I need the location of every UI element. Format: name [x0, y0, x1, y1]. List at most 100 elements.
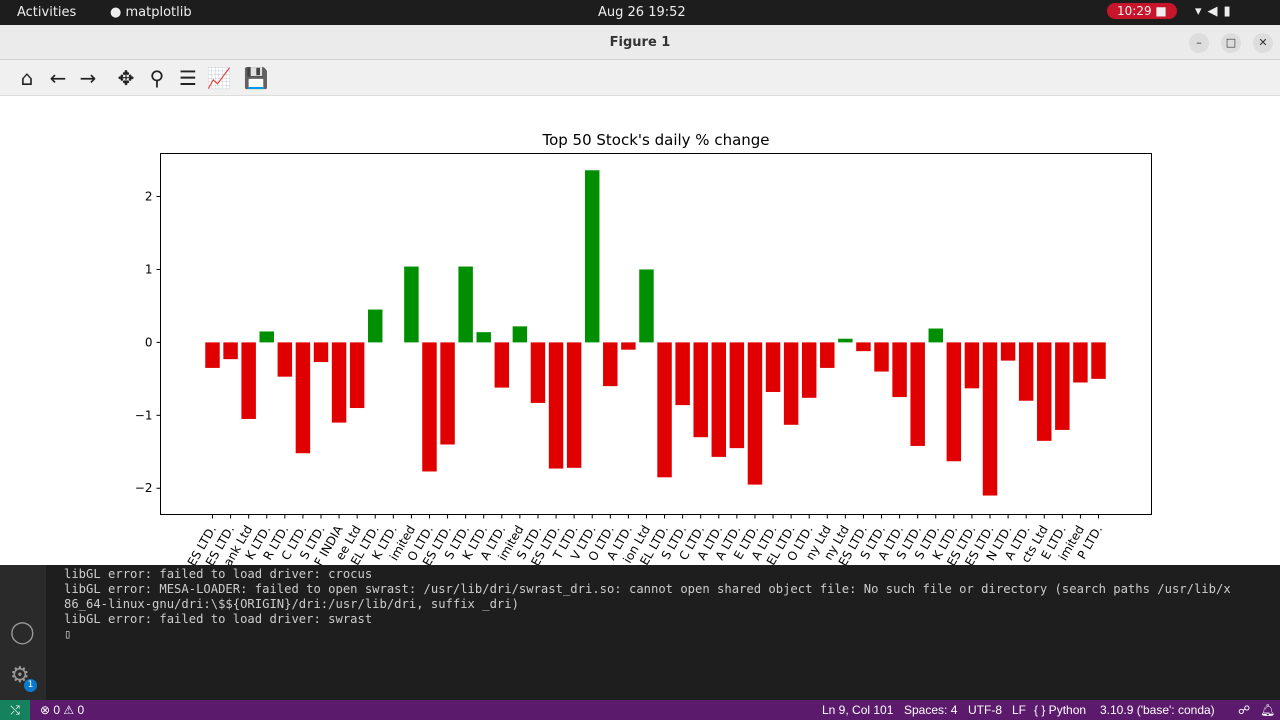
- bar: [1073, 342, 1088, 383]
- bar: [910, 342, 925, 446]
- y-tick-label: 1: [145, 262, 153, 276]
- bar: [1037, 342, 1052, 441]
- bar: [422, 342, 437, 472]
- remote-icon[interactable]: ⤭: [0, 700, 30, 720]
- zoom-icon[interactable]: ⚲: [149, 66, 165, 90]
- bar: [548, 342, 564, 469]
- notification-badge: 1: [24, 679, 37, 692]
- minimize-button[interactable]: –: [1189, 33, 1209, 53]
- bar: [566, 342, 582, 468]
- save-icon[interactable]: 💾: [243, 66, 269, 90]
- bar: [205, 342, 220, 368]
- clock[interactable]: Aug 26 19:52: [598, 5, 686, 20]
- bar: [711, 342, 727, 457]
- y-tick-label: −1: [135, 408, 153, 422]
- indentation[interactable]: Spaces: 4: [904, 703, 958, 717]
- bar: [1091, 342, 1106, 379]
- bar: [675, 342, 690, 406]
- app-name: matplotlib: [125, 5, 192, 20]
- terminal-panel[interactable]: ◯ ⚙ 1 libGL error: failed to load driver…: [0, 565, 1280, 700]
- bar: [494, 342, 510, 388]
- bar: [512, 326, 528, 343]
- feedback-icon[interactable]: ☍: [1238, 703, 1251, 717]
- bar: [820, 342, 835, 368]
- recording-indicator[interactable]: 10:29 ■: [1107, 3, 1177, 19]
- bar: [874, 342, 889, 372]
- problems-indicator[interactable]: ⊗ 0 ⚠ 0: [40, 703, 85, 717]
- bar: [657, 342, 672, 478]
- bar: [1000, 342, 1016, 361]
- bar: [530, 342, 546, 403]
- bar: [603, 342, 618, 387]
- bar: [349, 342, 365, 409]
- bar: [368, 309, 383, 343]
- activities-button[interactable]: Activities: [17, 5, 77, 20]
- python-interpreter[interactable]: 3.10.9 ('base': conda): [1100, 703, 1215, 717]
- figure-canvas[interactable]: Top 50 Stock's daily % change −2 −1 0 1 2 ES…: [0, 96, 1280, 565]
- bar: [476, 332, 491, 343]
- axes-frame: [160, 153, 1152, 515]
- recording-time: 10:29: [1117, 4, 1152, 18]
- bar: [964, 342, 980, 389]
- bar: [1018, 342, 1034, 401]
- bar: [928, 328, 943, 343]
- configure-subplots-icon[interactable]: ☰: [179, 66, 197, 90]
- forward-icon[interactable]: →: [79, 66, 97, 90]
- bar: [801, 342, 817, 398]
- back-icon[interactable]: ←: [49, 66, 67, 90]
- bar: [458, 266, 473, 343]
- bar: [892, 342, 907, 398]
- system-tray-icons[interactable]: ▾◀▮: [1195, 4, 1237, 19]
- bar: [404, 266, 419, 343]
- bar: [982, 342, 998, 496]
- app-menu[interactable]: ● matplotlib: [110, 5, 192, 20]
- pan-icon[interactable]: ✥: [117, 66, 135, 90]
- bar: [1055, 342, 1070, 430]
- window-title: Figure 1: [609, 35, 671, 50]
- terminal-line: libGL error: failed to load driver: croc…: [64, 567, 373, 581]
- notifications-icon[interactable]: 🔔︎: [1260, 703, 1276, 717]
- bar: [747, 342, 763, 485]
- bar: [223, 342, 238, 360]
- encoding[interactable]: UTF-8: [968, 703, 1002, 717]
- bar: [295, 342, 311, 454]
- bar: [856, 342, 871, 352]
- terminal-output[interactable]: libGL error: failed to load driver: croc…: [64, 567, 1231, 642]
- status-bar: ⤭ ⊗ 0 ⚠ 0 Ln 9, Col 101 Spaces: 4 UTF-8 …: [0, 700, 1280, 720]
- terminal-line: 86_64-linux-gnu/dri:\$${ORIGIN}/dri:/usr…: [64, 597, 519, 611]
- edit-axis-icon[interactable]: 📈: [206, 66, 232, 90]
- bar: [946, 342, 962, 462]
- bar: [765, 342, 781, 392]
- home-icon[interactable]: ⌂: [20, 66, 34, 90]
- bar: [783, 342, 799, 425]
- bar: [584, 170, 600, 343]
- terminal-cursor: ▯: [64, 627, 72, 641]
- activity-bar: ◯ ⚙ 1: [0, 565, 46, 700]
- matplotlib-toolbar: ⌂ ← → ✥ ⚲ ☰ 📈 💾: [0, 60, 1280, 96]
- system-top-bar: Activities ● matplotlib Aug 26 19:52 10:…: [0, 0, 1280, 25]
- bar: [838, 338, 853, 343]
- bar: [440, 342, 455, 445]
- bar: [259, 331, 274, 343]
- y-tick-label: −2: [135, 481, 153, 495]
- account-icon[interactable]: ◯: [10, 620, 35, 645]
- bar: [313, 342, 329, 363]
- maximize-button[interactable]: □: [1221, 33, 1241, 53]
- bar: [331, 342, 347, 423]
- bar: [639, 269, 654, 343]
- bar: [621, 342, 636, 350]
- cursor-position[interactable]: Ln 9, Col 101: [822, 703, 894, 717]
- bar: [241, 342, 256, 419]
- window-titlebar: Figure 1 – □ ✕: [0, 25, 1280, 60]
- bar: [693, 342, 708, 438]
- close-button[interactable]: ✕: [1253, 33, 1273, 53]
- chart-title: Top 50 Stock's daily % change: [541, 131, 769, 149]
- terminal-line: libGL error: MESA-LOADER: failed to open…: [64, 582, 1231, 596]
- line-ending[interactable]: LF: [1012, 703, 1027, 717]
- bar: [277, 342, 293, 377]
- bar: [729, 342, 745, 449]
- y-tick-label: 0: [145, 335, 153, 349]
- language-mode[interactable]: { } Python: [1034, 703, 1087, 717]
- terminal-line: libGL error: failed to load driver: swra…: [64, 612, 373, 626]
